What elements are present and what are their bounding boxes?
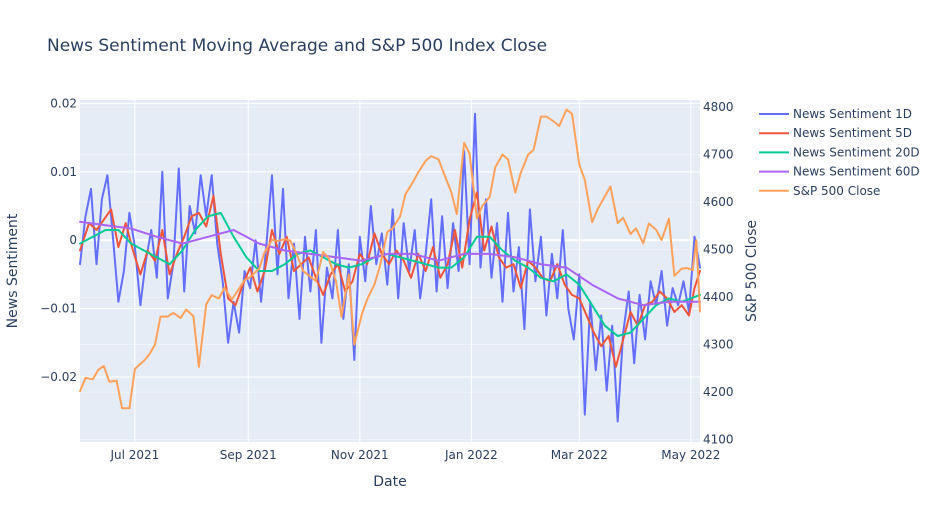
legend-item[interactable]: S&P 500 Close: [759, 184, 880, 198]
x-axis-ticks: Jul 2021 Sep 2021 Nov 2021 Jan 2022 Mar 2022…: [109, 448, 720, 462]
legend-label: News Sentiment 1D: [793, 107, 912, 121]
legend-label: News Sentiment 5D: [793, 126, 912, 140]
x-tick-label: Sep 2021: [220, 448, 277, 462]
legend-label: News Sentiment 60D: [793, 165, 920, 179]
y2-tick-label: 4100: [703, 433, 734, 447]
series-line: [79, 191, 701, 368]
x-tick-label: Mar 2022: [551, 448, 608, 462]
y-axis-title: News Sentiment: [5, 213, 21, 328]
y2-tick-label: 4500: [703, 243, 734, 257]
y2-tick-label: 4200: [703, 385, 734, 399]
y2-axis-ticks: 4800 4700 4600 4500 4400 4300 4200 4100: [703, 100, 734, 447]
legend-label: News Sentiment 20D: [793, 145, 920, 159]
series-lines: [79, 108, 701, 423]
y2-tick-label: 4400: [703, 290, 734, 304]
x-tick-label: May 2022: [661, 448, 720, 462]
legend-item[interactable]: News Sentiment 60D: [759, 165, 920, 179]
y2-tick-label: 4700: [703, 148, 734, 162]
x-tick-label: Nov 2021: [331, 448, 389, 462]
y-tick-label: −0.01: [40, 302, 77, 316]
series-line: [79, 220, 701, 307]
y2-tick-label: 4800: [703, 100, 734, 114]
y2-tick-label: 4300: [703, 338, 734, 352]
x-tick-label: Jul 2021: [109, 448, 159, 462]
y-axis-ticks: 0.02 0.01 0 −0.01 −0.02: [40, 96, 77, 384]
series-line: [79, 112, 701, 423]
y-tick-label: 0.01: [50, 165, 77, 179]
chart-title: News Sentiment Moving Average and S&P 50…: [47, 36, 547, 56]
legend-item[interactable]: News Sentiment 20D: [759, 145, 920, 159]
legend-label: S&P 500 Close: [793, 184, 880, 198]
y2-tick-label: 4600: [703, 195, 734, 209]
y2-axis-title: S&P 500 Close: [744, 220, 760, 322]
legend-item[interactable]: News Sentiment 1D: [759, 107, 912, 121]
legend[interactable]: News Sentiment 1D News Sentiment 5D News S…: [759, 107, 920, 198]
legend-item[interactable]: News Sentiment 5D: [759, 126, 912, 140]
y-tick-label: 0: [69, 233, 77, 247]
series-line: [79, 108, 701, 410]
y-tick-label: −0.02: [40, 370, 77, 384]
x-tick-label: Jan 2022: [444, 448, 498, 462]
y-tick-label: 0.02: [50, 96, 77, 110]
x-axis-title: Date: [373, 474, 406, 490]
